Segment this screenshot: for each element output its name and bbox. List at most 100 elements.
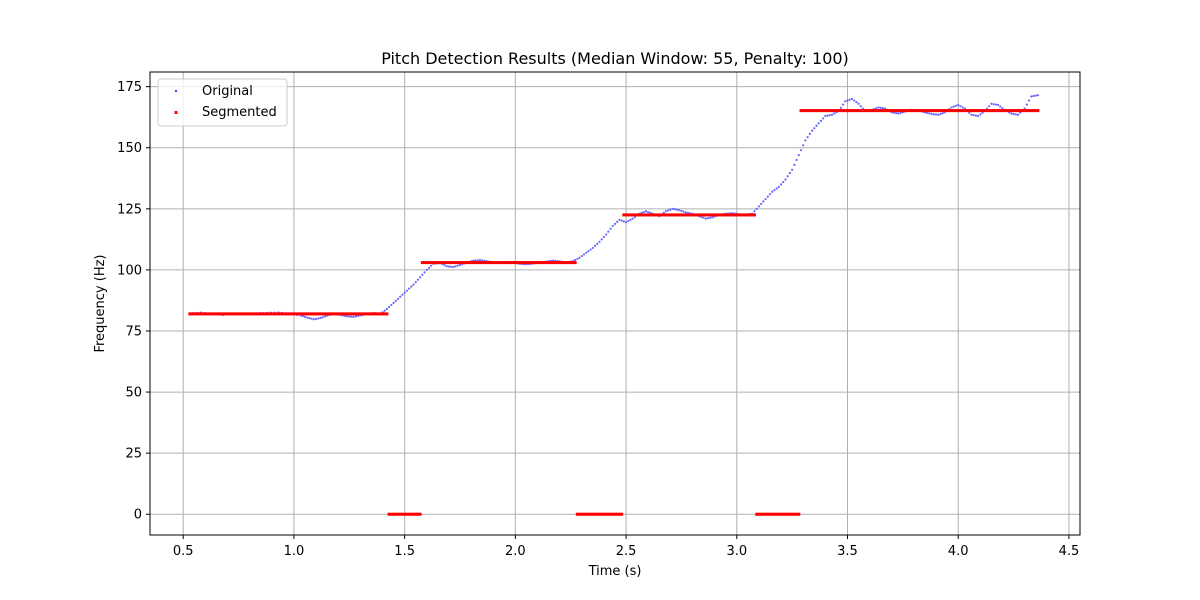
plot-frame xyxy=(149,71,1081,536)
segmented-point xyxy=(270,312,274,316)
segmented-point xyxy=(259,312,263,316)
segmented-point xyxy=(615,512,619,516)
original-point xyxy=(939,112,942,116)
original-point xyxy=(684,211,687,214)
original-point xyxy=(828,114,831,117)
original-point xyxy=(992,103,995,106)
original-point xyxy=(675,208,679,211)
segmented-point xyxy=(989,109,993,113)
segmented-point xyxy=(542,261,546,265)
segmented-point xyxy=(978,109,982,113)
original-point xyxy=(941,112,944,115)
original-point xyxy=(768,193,772,196)
segmented-point xyxy=(808,109,812,113)
original-point xyxy=(578,256,581,259)
segmented-point xyxy=(558,261,562,265)
original-point xyxy=(1032,94,1035,98)
segmented-point xyxy=(967,109,971,113)
segmented-point xyxy=(746,213,750,217)
original-point xyxy=(447,265,451,268)
segmented-point xyxy=(400,512,404,516)
original-point xyxy=(1025,103,1028,106)
original-point xyxy=(616,220,619,223)
original-point xyxy=(383,309,386,312)
original-point xyxy=(782,180,785,184)
segmented-point xyxy=(458,261,462,265)
x-axis-ticks: 0.5 1.0 1.5 2.0 2.5 3.0 3.5 4.0 4.5 xyxy=(173,535,1079,559)
segmented-point xyxy=(854,109,858,113)
segmented-point xyxy=(996,109,1000,113)
original-point xyxy=(629,218,632,221)
segmented-point xyxy=(383,312,387,316)
segmented-point xyxy=(285,312,289,316)
segmented-point xyxy=(538,261,542,265)
segmented-point xyxy=(936,109,940,113)
segmented-point xyxy=(839,109,843,113)
segmented-point xyxy=(919,109,923,113)
segmented-point xyxy=(230,312,234,316)
x-tick-label: 4.0 xyxy=(948,544,969,559)
segmented-point xyxy=(947,109,951,113)
original-point xyxy=(709,216,712,219)
segmented-point xyxy=(478,261,482,265)
segmented-point xyxy=(474,261,477,265)
segmented-point xyxy=(551,261,555,265)
segmented-point xyxy=(633,213,637,217)
segmented-point xyxy=(950,109,954,113)
original-point xyxy=(613,222,617,225)
original-point xyxy=(403,291,406,294)
segmented-point xyxy=(345,312,349,316)
original-point xyxy=(791,168,794,171)
grid xyxy=(150,72,1080,535)
segmented-point xyxy=(414,512,418,516)
segmented-point xyxy=(899,109,903,113)
segmented-point xyxy=(702,213,706,217)
segmented-point xyxy=(465,261,469,265)
segmented-point xyxy=(524,261,528,265)
segmented-point xyxy=(290,312,294,316)
segmented-point xyxy=(976,109,980,113)
segmented-point xyxy=(363,312,367,316)
original-point xyxy=(850,97,854,100)
segmented-point xyxy=(321,312,325,316)
segmented-point xyxy=(923,109,927,113)
segmented-point xyxy=(261,312,265,316)
segmented-point xyxy=(870,109,874,113)
original-point xyxy=(711,216,714,219)
segmented-point xyxy=(664,213,668,217)
segmented-point xyxy=(823,109,827,113)
segmented-point xyxy=(722,213,725,217)
segmented-point xyxy=(735,213,739,217)
y-tick-label: 150 xyxy=(117,141,142,156)
original-point xyxy=(753,210,756,213)
segmented-point xyxy=(507,261,511,265)
segmented-point xyxy=(945,109,949,113)
legend: Original Segmented xyxy=(157,78,288,127)
original-point xyxy=(319,316,322,320)
segmented-point xyxy=(332,312,336,316)
segmented-point xyxy=(449,261,453,265)
segmented-point xyxy=(717,213,721,217)
y-tick-label: 25 xyxy=(125,447,142,462)
segmented-point xyxy=(325,312,329,316)
segmented-point xyxy=(301,312,305,316)
y-axis-ticks: 0 25 50 75 100 125 150 175 xyxy=(117,80,150,523)
original-point xyxy=(1036,94,1040,97)
segmented-point xyxy=(425,261,429,265)
original-point xyxy=(822,117,825,120)
x-tick-label: 4.5 xyxy=(1059,544,1080,559)
segmented-point xyxy=(894,109,898,113)
segmented-point xyxy=(529,261,533,265)
segmented-point xyxy=(254,312,258,316)
segmented-point xyxy=(462,261,466,265)
original-point xyxy=(596,242,599,245)
segmented-point xyxy=(221,312,225,316)
segmented-point xyxy=(469,261,473,265)
segmented-series xyxy=(188,109,1040,516)
original-point xyxy=(642,210,645,214)
original-point xyxy=(605,233,608,236)
segmented-point xyxy=(312,312,316,316)
segmented-point xyxy=(303,312,307,316)
original-point xyxy=(757,205,761,208)
